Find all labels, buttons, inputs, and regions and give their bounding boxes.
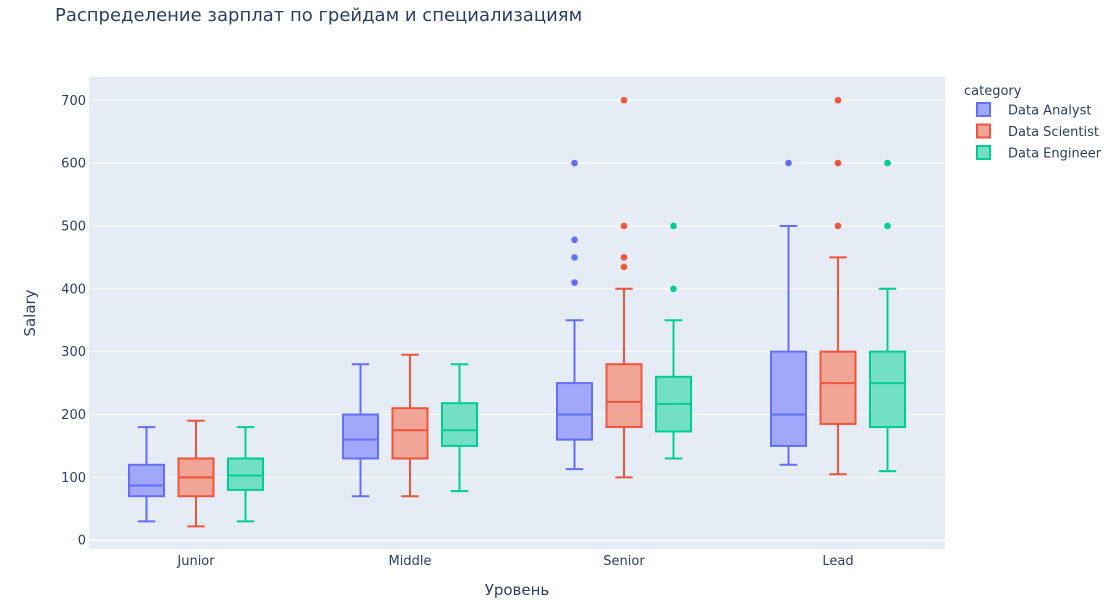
legend-item[interactable]: Data Engineer — [976, 145, 1102, 162]
outlier-point — [620, 222, 628, 230]
x-tick-label: Middle — [389, 554, 432, 569]
boxes — [128, 96, 906, 528]
outlier-point — [571, 279, 578, 286]
outlier-point — [620, 254, 628, 261]
y-tick-label: 200 — [61, 408, 86, 423]
outlier-point — [571, 159, 578, 167]
series-data-analyst — [128, 159, 807, 523]
outlier-point — [670, 222, 677, 230]
iqr-box — [441, 402, 478, 447]
iqr-box — [556, 382, 593, 441]
outlier-point — [834, 96, 842, 104]
x-axis-title: Уровень — [485, 581, 550, 599]
box-senior[interactable] — [655, 222, 692, 460]
iqr-box — [819, 350, 857, 425]
x-tick-label: Junior — [176, 554, 215, 569]
x-tick-label: Senior — [603, 554, 645, 569]
legend-label: Data Analyst — [1008, 104, 1091, 119]
box-senior[interactable] — [605, 96, 643, 479]
legend-swatch — [976, 102, 991, 117]
y-tick-label: 600 — [61, 157, 86, 172]
outlier-point — [620, 263, 628, 271]
y-tick-label: 500 — [61, 219, 86, 234]
outlier-point — [884, 222, 891, 230]
plot-area — [89, 77, 945, 549]
box-junior[interactable] — [227, 426, 264, 523]
box-senior[interactable] — [556, 159, 593, 471]
legend-item[interactable]: Data Scientist — [976, 123, 1099, 141]
y-tick-label: 400 — [61, 282, 86, 297]
outlier-point — [670, 285, 677, 293]
outlier-point — [834, 222, 842, 230]
outlier-point — [620, 96, 628, 104]
chart-title: Распределение зарплат по грейдам и специ… — [55, 5, 582, 26]
iqr-box — [227, 457, 264, 491]
y-tick-label: 700 — [61, 94, 86, 109]
box-junior[interactable] — [177, 419, 215, 528]
box-junior[interactable] — [128, 426, 165, 523]
outlier-point — [785, 159, 792, 167]
iqr-box — [605, 363, 643, 429]
iqr-box — [391, 407, 429, 460]
y-tick-labels: 0 100 200 300 400 500 600 700 — [61, 94, 86, 549]
legend-title: category — [964, 84, 1022, 99]
y-tick-label: 0 — [78, 534, 86, 549]
x-tick-labels: Junior Middle Senior Lead — [176, 554, 853, 569]
iqr-box — [770, 350, 807, 447]
legend[interactable]: category Data Analyst Data Scientist Data … — [964, 84, 1102, 162]
y-axis-title: Salary — [21, 289, 39, 336]
y-tick-label: 300 — [61, 345, 86, 360]
series-data-engineer — [227, 159, 906, 523]
box-lead[interactable] — [869, 159, 906, 473]
box-lead[interactable] — [770, 159, 807, 466]
box-middle[interactable] — [342, 363, 379, 498]
box-middle[interactable] — [391, 353, 429, 498]
legend-swatch — [976, 145, 991, 160]
legend-item[interactable]: Data Analyst — [976, 102, 1091, 119]
box-lead[interactable] — [819, 96, 857, 476]
y-tick-label: 100 — [61, 471, 86, 486]
legend-label: Data Engineer — [1008, 147, 1102, 162]
box-middle[interactable] — [441, 363, 478, 493]
outlier-point — [834, 159, 842, 167]
iqr-box — [869, 350, 906, 429]
outlier-point — [571, 254, 578, 261]
legend-swatch — [976, 123, 991, 139]
outlier-point — [884, 159, 891, 167]
legend-label: Data Scientist — [1008, 125, 1099, 140]
iqr-box — [128, 463, 165, 498]
outlier-point — [571, 236, 578, 244]
iqr-box — [342, 413, 379, 460]
x-tick-label: Lead — [822, 554, 853, 569]
series-data-scientist — [177, 96, 857, 528]
